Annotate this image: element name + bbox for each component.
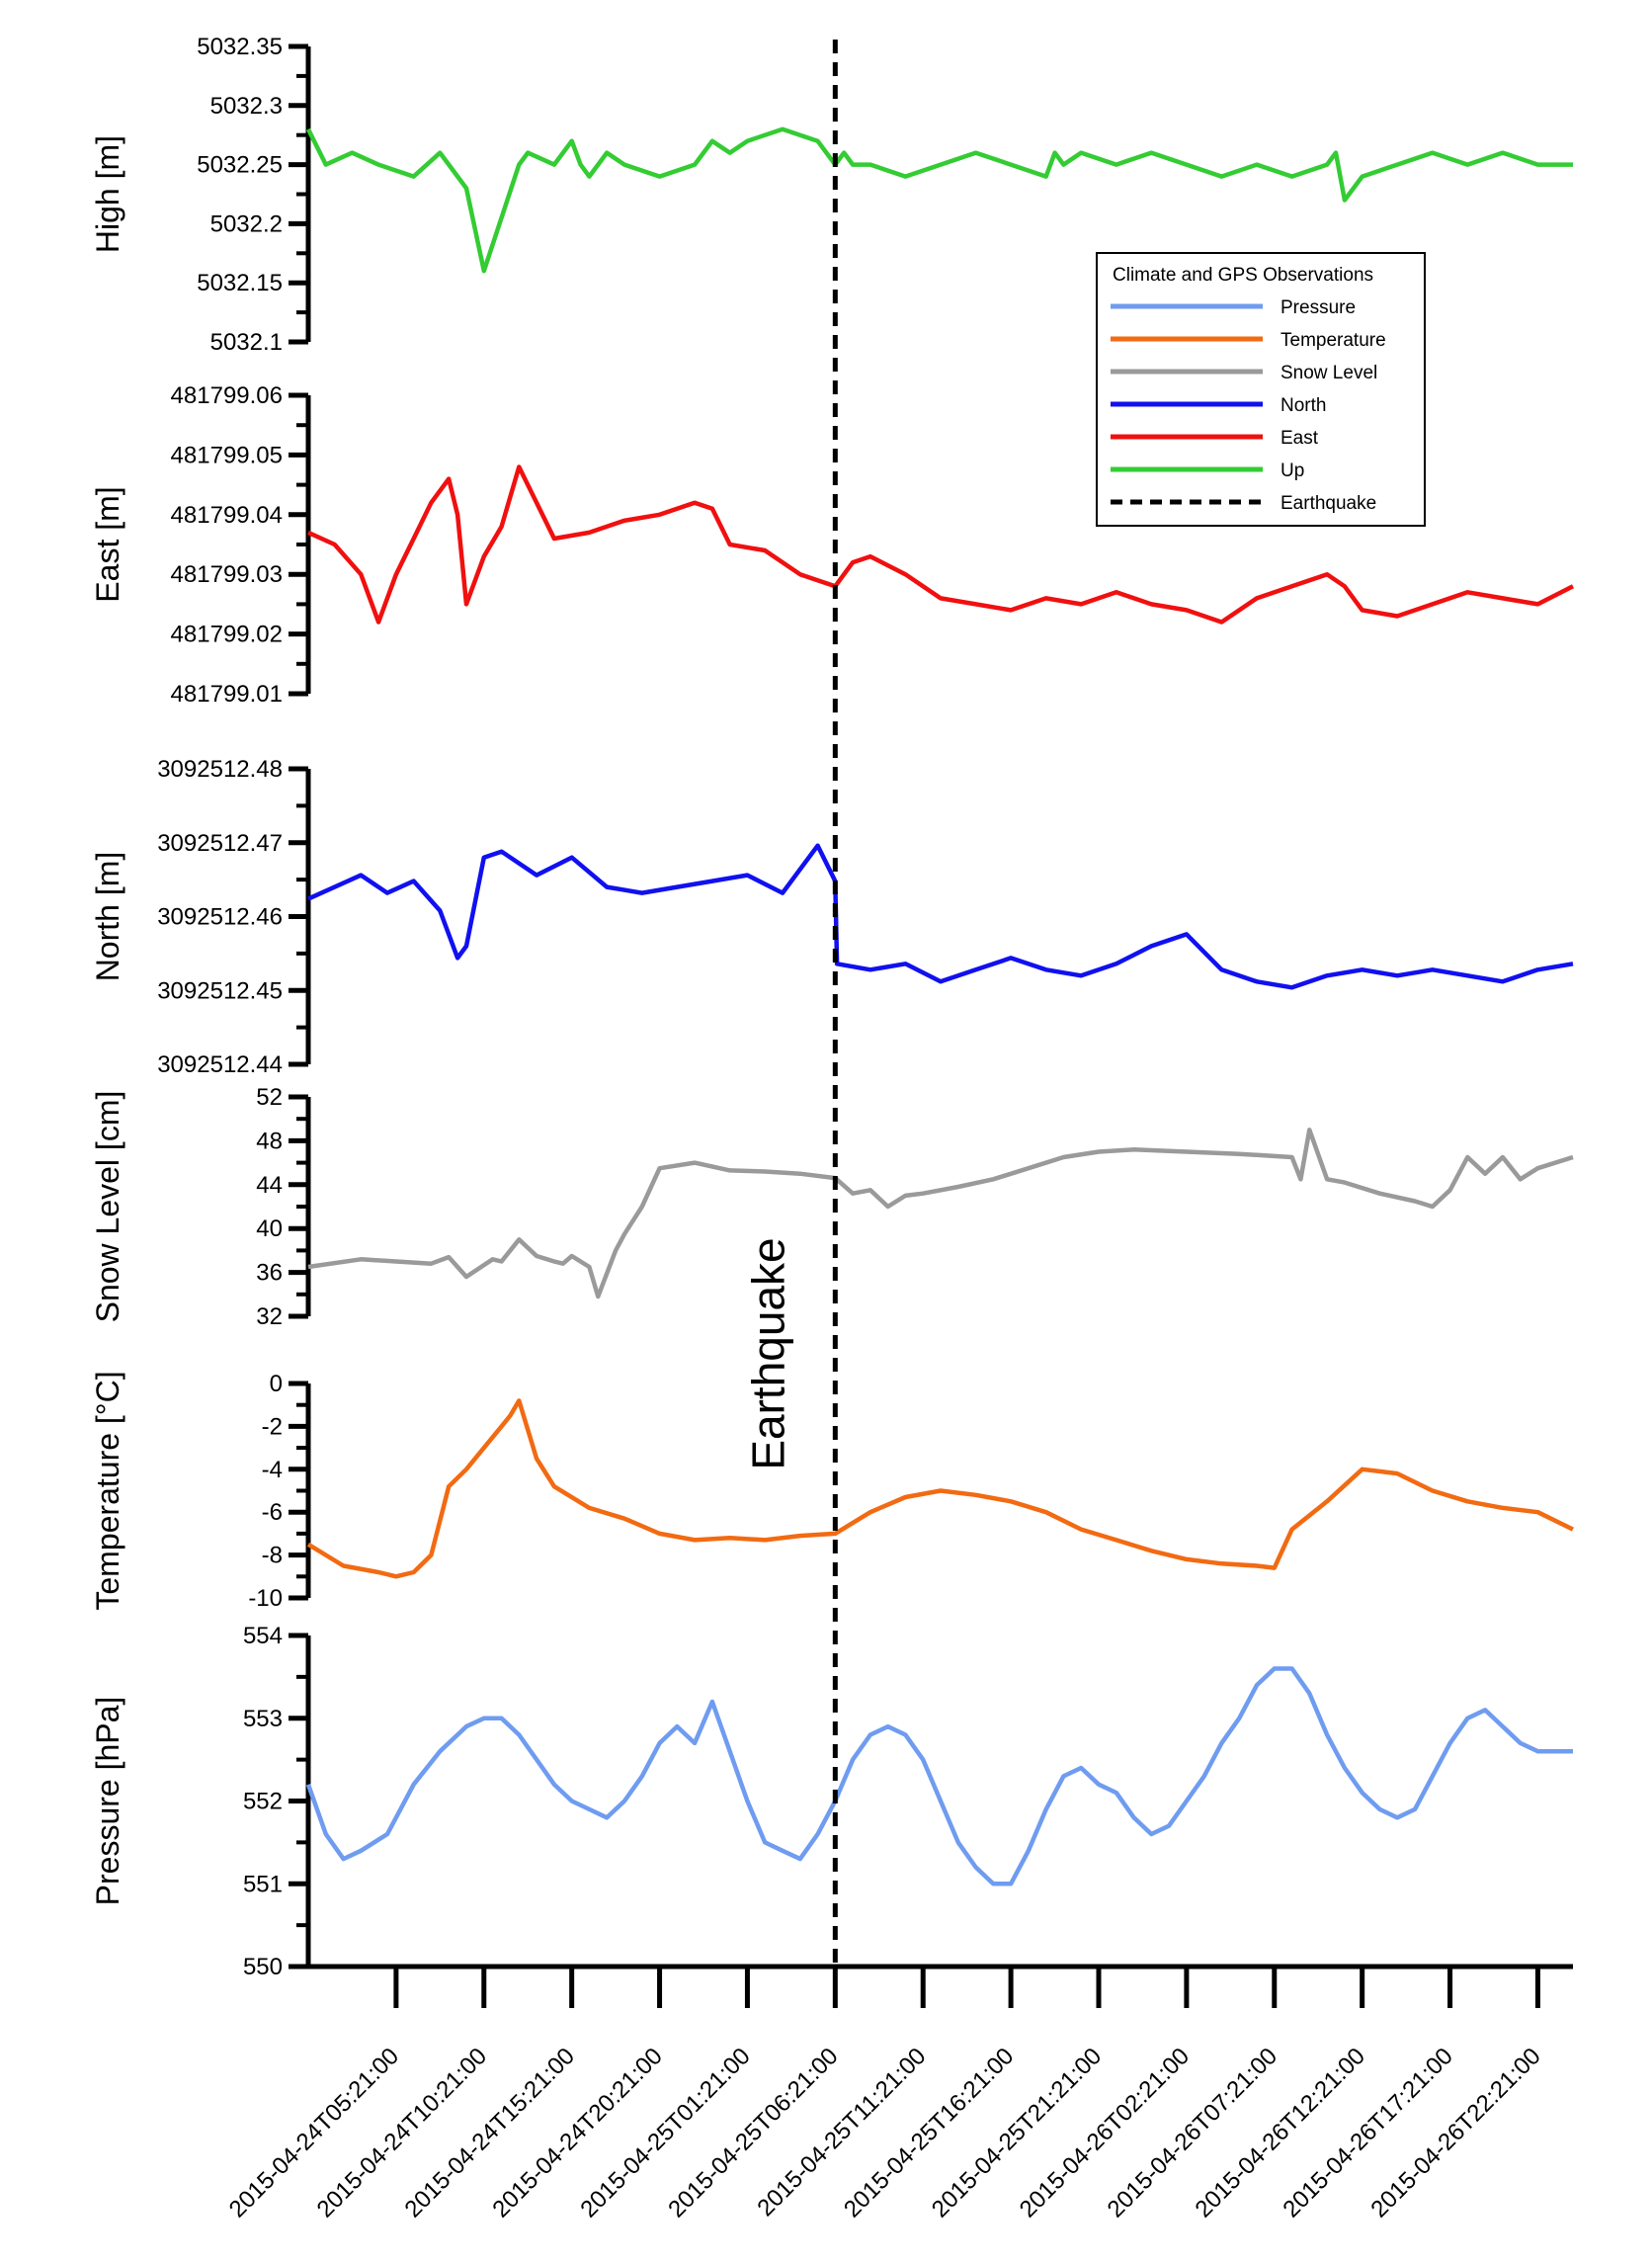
y-axis-title-snow: Snow Level [cm] — [90, 1091, 125, 1323]
x-tick-label: 2015-04-25T16:21:00 — [839, 2043, 1019, 2222]
legend-label-snow: Snow Level — [1280, 363, 1377, 383]
panels-layer: 5032.35 5032.3 5032.25 5032.2 5032.15 5032.1 H… — [90, 34, 1575, 1980]
series-line-temperature — [306, 1398, 1574, 1579]
x-tick-label: 2015-04-26T07:21:00 — [1103, 2043, 1282, 2222]
panel-pressure: 554 553 552 551 550 Pressure [hPa] — [90, 1623, 1573, 1980]
panel-temperature: 0 -2 -4 -6 -8 -10 Temperature [°C] — [90, 1371, 1574, 1612]
panel-east: 481799.06 481799.05 481799.04 481799.03 4817… — [90, 382, 1575, 708]
x-tick-label: 2015-04-24T05:21:00 — [224, 2043, 404, 2222]
earthquake-layer: Earthquake — [742, 40, 838, 1967]
panel-snow: 52 48 44 40 36 32 Snow Level [cm] — [90, 1084, 1574, 1330]
y-tick-label-east: 481799.05 — [171, 442, 283, 468]
legend-title: Climate and GPS Observations — [1113, 265, 1373, 286]
y-tick-label-east: 481799.01 — [171, 681, 283, 708]
x-tick-label: 2015-04-26T22:21:00 — [1365, 2043, 1545, 2222]
panel-up: 5032.35 5032.3 5032.25 5032.2 5032.15 5032.1 H… — [90, 34, 1573, 356]
legend: Climate and GPS Observations Pressure Tem… — [1096, 252, 1426, 527]
y-tick-label-up: 5032.35 — [197, 34, 283, 60]
series-line-pressure — [305, 1666, 1573, 1886]
y-tick-label-pressure: 550 — [243, 1954, 283, 1980]
x-tick-label: 2015-04-26T12:21:00 — [1191, 2043, 1370, 2222]
y-tick-label-pressure: 551 — [243, 1871, 283, 1897]
panel-north: 3092512.48 3092512.47 3092512.46 3092512.45… — [90, 756, 1574, 1078]
x-tick-label: 2015-04-24T15:21:00 — [400, 2043, 580, 2222]
x-tick-label: 2015-04-26T17:21:00 — [1278, 2043, 1457, 2222]
y-tick-label-pressure: 553 — [243, 1706, 283, 1732]
y-tick-label-east: 481799.02 — [171, 622, 283, 648]
y-tick-label-north: 3092512.46 — [157, 904, 283, 931]
legend-label-earthquake: Earthquake — [1280, 493, 1376, 514]
x-tick-label: 2015-04-25T11:21:00 — [752, 2043, 931, 2221]
legend-box — [1096, 252, 1426, 527]
y-tick-label-snow: 36 — [256, 1260, 283, 1287]
y-tick-label-temperature: -6 — [262, 1499, 283, 1526]
legend-label-east: East — [1280, 428, 1319, 449]
y-tick-label-north: 3092512.44 — [157, 1051, 283, 1078]
y-tick-label-up: 5032.2 — [210, 210, 283, 237]
y-tick-label-temperature: 0 — [270, 1371, 283, 1397]
y-tick-label-pressure: 552 — [243, 1789, 283, 1815]
y-axis-title-pressure: Pressure [hPa] — [90, 1697, 125, 1906]
y-tick-label-up: 5032.15 — [197, 270, 283, 296]
y-axis-title-east: East [m] — [90, 486, 125, 602]
y-tick-label-snow: 44 — [256, 1172, 283, 1199]
y-tick-label-snow: 52 — [256, 1084, 283, 1111]
y-tick-label-temperature: -4 — [262, 1457, 283, 1483]
y-tick-label-snow: 40 — [256, 1215, 283, 1242]
y-tick-label-north: 3092512.48 — [157, 756, 283, 783]
y-tick-label-temperature: -10 — [248, 1585, 283, 1612]
y-tick-label-north: 3092512.47 — [157, 830, 283, 857]
series-line-north — [307, 843, 1574, 990]
legend-label-temperature: Temperature — [1280, 330, 1386, 351]
earthquake-label: Earthquake — [742, 1237, 793, 1469]
y-tick-label-up: 5032.1 — [210, 329, 283, 356]
x-tick-label: 2015-04-25T21:21:00 — [927, 2043, 1107, 2222]
y-tick-label-up: 5032.3 — [210, 93, 283, 120]
legend-label-north: North — [1280, 395, 1326, 416]
y-axis-title-up: High [m] — [90, 135, 125, 253]
x-tick-label: 2015-04-24T10:21:00 — [312, 2043, 492, 2222]
y-tick-label-snow: 32 — [256, 1303, 283, 1330]
y-tick-label-east: 481799.03 — [171, 561, 283, 588]
y-tick-label-pressure: 554 — [243, 1623, 283, 1649]
x-tick-label: 2015-04-25T01:21:00 — [575, 2043, 755, 2222]
y-tick-label-temperature: -2 — [262, 1413, 283, 1440]
series-line-up — [305, 126, 1573, 274]
y-tick-label-temperature: -8 — [262, 1543, 283, 1569]
x-tick-label: 2015-04-24T20:21:00 — [487, 2043, 667, 2222]
x-axis: 2015-04-24T05:21:002015-04-24T10:21:0020… — [224, 1964, 1573, 2222]
y-tick-label-north: 3092512.45 — [157, 977, 283, 1004]
x-tick-label: 2015-04-26T02:21:00 — [1015, 2043, 1195, 2222]
y-axis-title-north: North [m] — [90, 852, 125, 982]
legend-label-pressure: Pressure — [1280, 297, 1356, 318]
y-tick-label-east: 481799.04 — [171, 502, 283, 529]
y-tick-label-east: 481799.06 — [171, 382, 283, 409]
y-tick-label-snow: 48 — [256, 1128, 283, 1154]
series-line-snow — [307, 1128, 1574, 1299]
legend-label-up: Up — [1280, 461, 1304, 481]
y-tick-label-up: 5032.25 — [197, 152, 283, 179]
y-axis-title-temperature: Temperature [°C] — [90, 1371, 125, 1610]
x-tick-label: 2015-04-25T06:21:00 — [663, 2043, 843, 2222]
